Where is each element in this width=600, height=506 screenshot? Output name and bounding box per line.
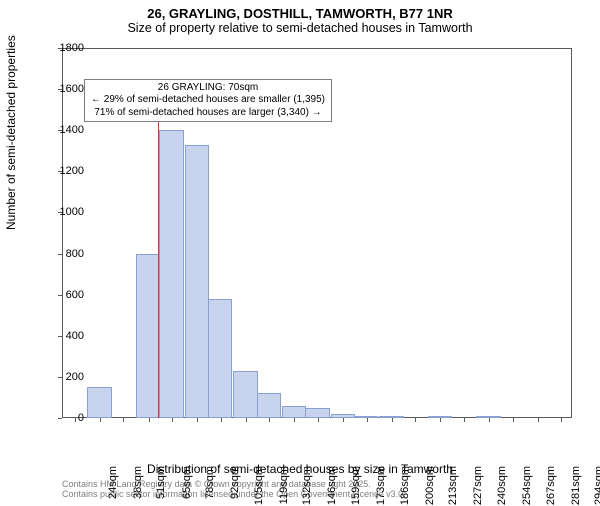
y-tick-mark [58,418,62,419]
y-tick-label: 1400 [44,124,84,136]
x-axis-title: Distribution of semi-detached houses by … [0,462,600,476]
y-tick-label: 800 [44,248,84,260]
x-tick-label: 92sqm [229,466,241,506]
x-tick-mark [172,418,173,422]
x-tick-label: 146sqm [326,466,338,506]
x-tick-label: 240sqm [496,466,508,506]
y-tick-mark [58,48,62,49]
annotation-box: 26 GRAYLING: 70sqm← 29% of semi-detached… [84,79,332,123]
chart-title-line1: 26, GRAYLING, DOSTHILL, TAMWORTH, B77 1N… [0,0,600,21]
histogram-bar [305,408,329,418]
histogram-bar [87,387,111,418]
property-marker-line [158,91,159,418]
histogram-bar [233,371,257,418]
x-tick-mark [343,418,344,422]
x-tick-label: 24sqm [107,466,119,506]
x-tick-label: 65sqm [181,466,193,506]
chart-container: 26, GRAYLING, DOSTHILL, TAMWORTH, B77 1N… [0,0,600,500]
x-tick-mark [294,418,295,422]
x-tick-label: 51sqm [155,466,167,506]
y-axis-title: Number of semi-detached properties [4,35,18,230]
annotation-line3: 71% of semi-detached houses are larger (… [91,107,325,120]
x-tick-mark [318,418,319,422]
x-tick-mark [269,418,270,422]
y-tick-mark [58,212,62,213]
chart-title-line2: Size of property relative to semi-detach… [0,21,600,39]
x-tick-label: 159sqm [350,466,362,506]
y-tick-mark [58,336,62,337]
x-tick-mark [367,418,368,422]
x-tick-label: 105sqm [253,466,265,506]
x-tick-label: 227sqm [472,466,484,506]
x-tick-mark [100,418,101,422]
x-tick-label: 213sqm [447,466,459,506]
y-tick-mark [58,171,62,172]
y-tick-mark [58,89,62,90]
y-tick-label: 200 [44,371,84,383]
x-tick-mark [415,418,416,422]
x-tick-label: 254sqm [521,466,533,506]
x-tick-label: 119sqm [278,466,290,506]
y-tick-mark [58,254,62,255]
x-tick-label: 78sqm [204,466,216,506]
y-tick-label: 0 [44,412,84,424]
x-tick-mark [561,418,562,422]
y-tick-mark [58,377,62,378]
x-tick-mark [221,418,222,422]
x-tick-mark [464,418,465,422]
histogram-bar [282,406,306,418]
y-tick-label: 1200 [44,165,84,177]
x-tick-label: 173sqm [375,466,387,506]
y-tick-label: 1600 [44,83,84,95]
x-tick-label: 281sqm [570,466,582,506]
y-tick-label: 600 [44,289,84,301]
y-tick-label: 1000 [44,206,84,218]
histogram-bar [257,393,281,418]
y-tick-mark [58,130,62,131]
y-axis-line [62,48,63,418]
x-tick-mark [538,418,539,422]
annotation-line1: 26 GRAYLING: 70sqm [91,82,325,95]
x-tick-label: 267sqm [545,466,557,506]
plot-area: 26 GRAYLING: 70sqm← 29% of semi-detached… [62,48,572,418]
x-tick-mark [513,418,514,422]
y-tick-label: 1800 [44,42,84,54]
y-axis-right-line [571,48,572,418]
x-tick-label: 200sqm [424,466,436,506]
annotation-line2: ← 29% of semi-detached houses are smalle… [91,94,325,107]
x-tick-mark [149,418,150,422]
y-tick-mark [58,295,62,296]
x-tick-mark [440,418,441,422]
x-tick-mark [392,418,393,422]
x-tick-label: 132sqm [301,466,313,506]
histogram-bar [208,299,232,418]
x-tick-mark [75,418,76,422]
x-tick-mark [246,418,247,422]
x-tick-mark [123,418,124,422]
x-tick-mark [489,418,490,422]
x-axis-top-line [62,48,572,49]
y-tick-label: 400 [44,330,84,342]
histogram-bar [185,145,209,418]
x-tick-label: 38sqm [132,466,144,506]
x-tick-label: 186sqm [399,466,411,506]
histogram-bar [159,130,183,418]
x-tick-label: 294sqm [593,466,600,506]
x-tick-mark [197,418,198,422]
